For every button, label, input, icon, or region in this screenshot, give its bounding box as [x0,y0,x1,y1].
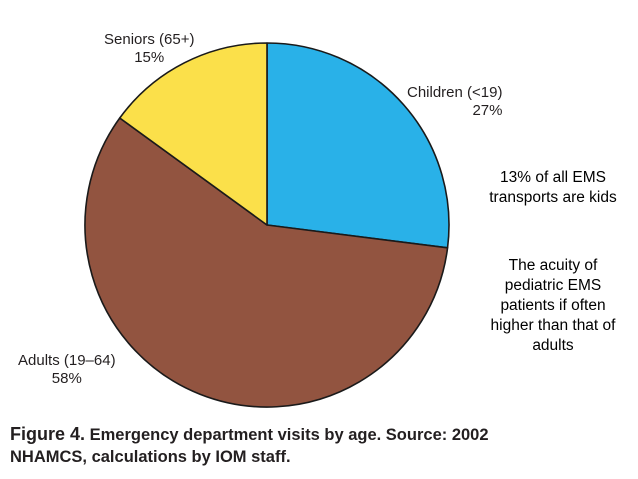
slice-label-children-name: Children (<19) [407,84,503,101]
pie-slice-adults [84,117,449,408]
slice-label-children-value: 27% [472,102,503,119]
caption-line-1: Emergency department visits by age. Sour… [89,426,489,444]
slice-label-seniors: Seniors (65+) 15% [104,31,194,67]
slice-label-adults-value: 58% [51,370,82,387]
pie-slice-seniors [118,42,268,226]
caption-line-2: NHAMCS, calculations by IOM staff. [10,448,291,466]
side-note-ems-transports: 13% of all EMS transports are kids [489,169,617,206]
slice-label-seniors-name: Seniors (65+) [104,31,195,48]
slice-label-adults: Adults (19–64) 58% [18,352,116,388]
slice-label-adults-name: Adults (19–64) [18,352,116,369]
side-note-acuity: The acuity of pediatric EMS patients if … [490,257,616,354]
slice-label-seniors-value: 15% [134,49,165,66]
caption-label: Figure 4. [10,424,86,444]
slice-label-children: Children (<19) 27% [407,84,502,120]
figure-caption: Figure 4. Emergency department visits by… [10,423,630,468]
pie-slice-children [266,42,450,249]
